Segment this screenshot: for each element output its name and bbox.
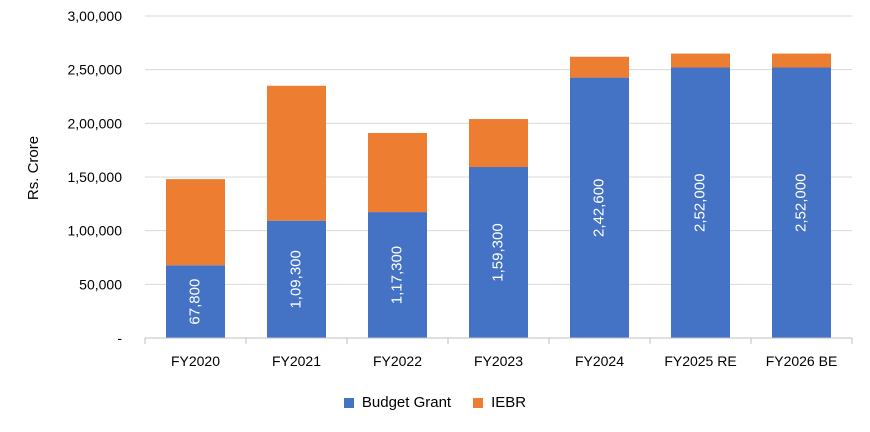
y-tick-label: 1,50,000 — [68, 169, 123, 185]
data-label: 1,17,300 — [388, 246, 405, 304]
y-tick-label: 1,00,000 — [68, 223, 123, 239]
legend-swatch-iebr — [473, 397, 484, 408]
data-label: 2,42,600 — [590, 179, 607, 237]
y-tick-label: 2,00,000 — [68, 115, 123, 131]
bar-budget-grant — [570, 77, 629, 338]
legend-item-iebr: IEBR — [473, 394, 526, 411]
bar-budget-grant — [267, 220, 326, 338]
axes: - 50,000 1,00,000 1,50,000 2,00,000 2,50,000 3… — [68, 8, 853, 369]
x-tick-label: FY2023 — [474, 353, 523, 369]
data-label: 1,59,300 — [489, 223, 506, 281]
y-axis-label: Rs. Crore — [25, 136, 42, 200]
x-tick-label: FY2021 — [272, 353, 321, 369]
legend-label-budget-grant: Budget Grant — [361, 394, 452, 411]
bar-iebr — [469, 119, 528, 168]
bar-iebr — [570, 56, 629, 78]
legend-item-budget-grant: Budget Grant — [343, 394, 452, 411]
bar-budget-grant — [772, 67, 831, 339]
bar-iebr — [772, 53, 831, 68]
bar-budget-grant — [368, 212, 427, 338]
y-tick-label: 3,00,000 — [68, 8, 123, 24]
legend-swatch-budget-grant — [343, 397, 354, 408]
x-tick-label: FY2026 BE — [766, 353, 838, 369]
legend: Budget Grant IEBR — [0, 394, 870, 411]
x-tick-label: FY2025 RE — [664, 353, 736, 369]
data-label: 67,800 — [186, 279, 203, 325]
y-tick-label: 50,000 — [79, 276, 122, 292]
y-tick-label: - — [117, 330, 122, 346]
bar-budget-grant — [166, 265, 225, 338]
legend-label-iebr: IEBR — [491, 394, 527, 411]
data-label: 1,09,300 — [287, 250, 304, 308]
y-tick-label: 2,50,000 — [68, 62, 123, 78]
bar-iebr — [671, 53, 730, 68]
stacked-bar-chart: 67,800 1,09,300 1,17,300 1,59,300 2,42,600 2,… — [25, 8, 853, 369]
x-tick-label: FY2022 — [373, 353, 422, 369]
data-label: 2,52,000 — [792, 174, 809, 232]
bar-iebr — [368, 132, 427, 213]
data-label: 2,52,000 — [691, 174, 708, 232]
bar-iebr — [267, 85, 326, 221]
bars: 67,800 1,09,300 1,17,300 1,59,300 2,42,600 2,… — [166, 53, 831, 339]
x-tick-label: FY2024 — [575, 353, 624, 369]
bar-iebr — [166, 179, 225, 266]
bar-budget-grant — [469, 167, 528, 338]
x-tick-label: FY2020 — [171, 353, 220, 369]
bar-budget-grant — [671, 67, 730, 339]
